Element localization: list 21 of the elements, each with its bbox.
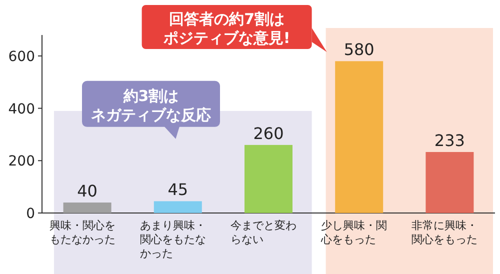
data-label: 40: [77, 182, 98, 201]
bar: [426, 152, 474, 213]
data-label: 45: [168, 180, 188, 200]
data-label: 580: [344, 40, 374, 60]
x-tick-label: 非常に興味・関心をもった: [412, 219, 478, 246]
data-label: 233: [434, 131, 465, 150]
bar: [335, 61, 384, 213]
y-tick-label: 0: [26, 206, 35, 222]
x-tick-label: 興味・関心をもたなかった: [49, 219, 116, 246]
y-tick-label: 400: [8, 101, 35, 118]
x-tick-label: 今までと変わらない: [230, 219, 296, 246]
y-tick-label: 200: [8, 154, 35, 170]
bar: [154, 201, 202, 213]
x-tick-label: 少し興味・関心をもった: [320, 219, 388, 246]
band-label: 回答者の約7割はポジティブな意見!: [162, 10, 290, 47]
band-label: 約3割はネガティブな反応: [91, 86, 211, 124]
bar: [63, 202, 112, 213]
bar: [244, 144, 292, 213]
data-label: 260: [253, 124, 284, 143]
y-tick-label: 600: [8, 48, 35, 65]
x-tick-label: あまり興味・関心をもたなかった: [140, 219, 206, 260]
